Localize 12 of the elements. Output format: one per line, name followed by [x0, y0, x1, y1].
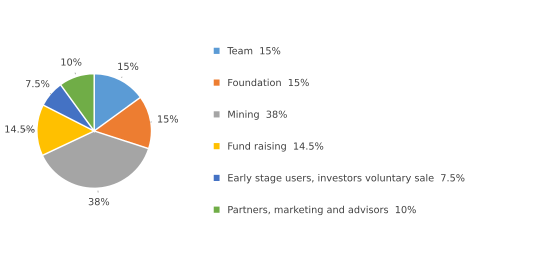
legend-label: Mining 38%: [228, 110, 287, 120]
legend-label: Partners, marketing and advisors 10%: [228, 206, 416, 216]
legend-label: Foundation 15%: [228, 78, 309, 86]
data-label: 15%: [118, 62, 138, 70]
data-label: 38%: [88, 198, 110, 206]
data-label: 14.5%: [5, 125, 35, 133]
data-label: 7.5%: [26, 80, 50, 88]
legend-label: Team 15%: [227, 47, 280, 54]
data-label: 10%: [61, 58, 82, 66]
data-label: 15%: [158, 115, 178, 123]
legend-label: Fund raising 14.5%: [228, 142, 324, 152]
legend-label: Early stage users, investors voluntary sale 7.5%: [228, 174, 464, 184]
